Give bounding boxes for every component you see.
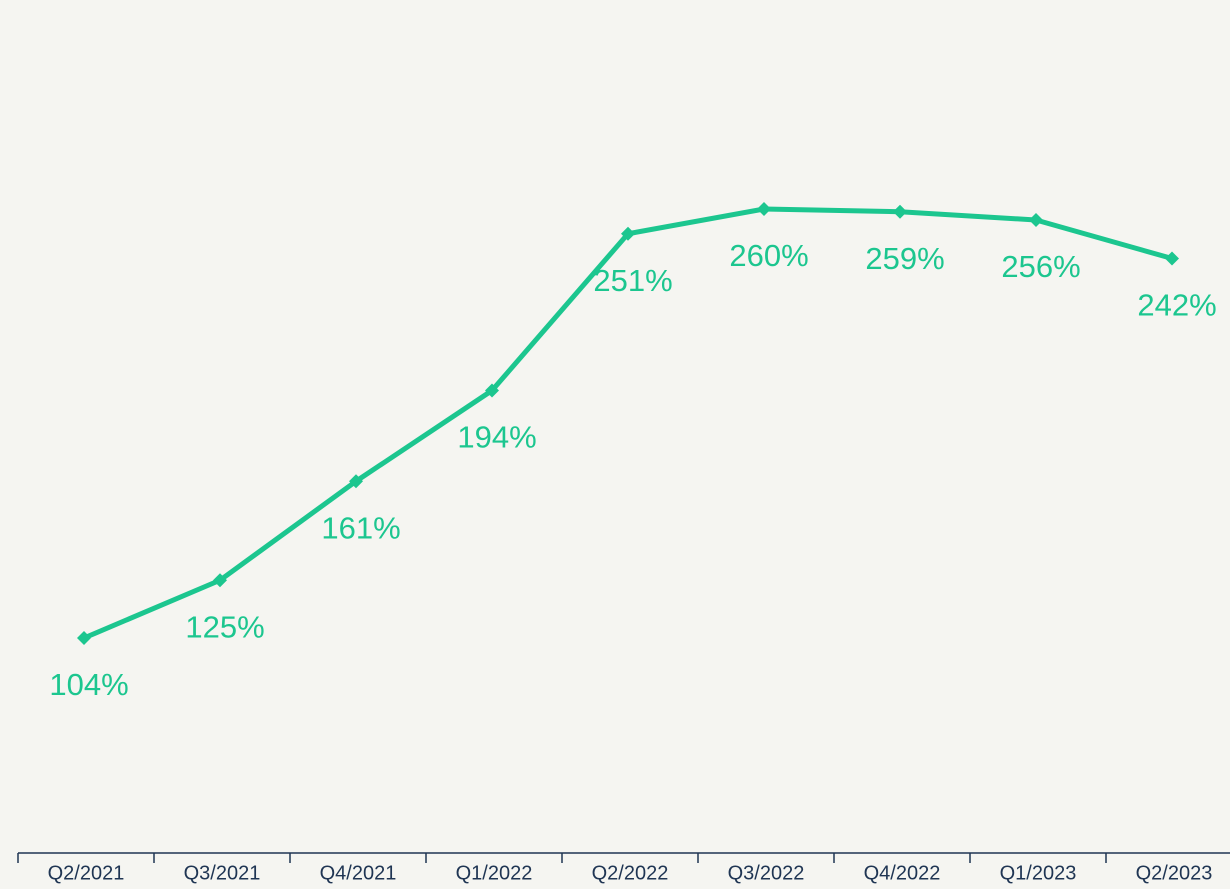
marker	[1029, 213, 1043, 227]
data-label: 259%	[865, 241, 944, 276]
marker	[349, 474, 363, 489]
x-tick-label: Q3/2021	[184, 862, 261, 884]
data-label: 251%	[593, 263, 672, 298]
marker	[757, 202, 771, 216]
data-label: 260%	[729, 238, 808, 273]
x-tick-label: Q2/2023	[1136, 862, 1213, 884]
x-tick-label: Q1/2022	[456, 862, 533, 884]
x-tick-label: Q4/2021	[320, 862, 397, 884]
marker	[485, 383, 499, 398]
marker	[893, 204, 907, 219]
x-tick-label: Q3/2022	[728, 862, 805, 884]
data-label: 104%	[49, 667, 128, 702]
data-label: 256%	[1001, 249, 1080, 284]
marker	[77, 631, 91, 645]
x-tick-label: Q1/2023	[1000, 862, 1077, 884]
x-tick-label: Q2/2021	[48, 862, 125, 884]
data-label: 161%	[321, 510, 400, 545]
data-label: 125%	[185, 609, 264, 644]
x-tick-label: Q2/2022	[592, 862, 669, 884]
marker	[213, 573, 227, 588]
data-label: 194%	[457, 420, 536, 455]
marker	[1165, 251, 1179, 266]
marker	[621, 226, 635, 241]
x-tick-label: Q4/2022	[864, 862, 941, 884]
data-label: 242%	[1137, 288, 1216, 323]
